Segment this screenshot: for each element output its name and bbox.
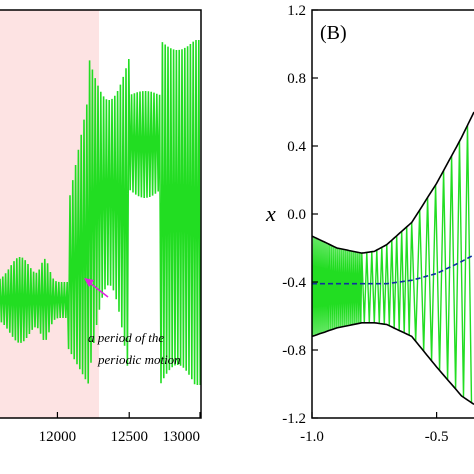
panel-b-label: (B) <box>320 22 347 44</box>
annotation-arrowhead <box>84 278 94 287</box>
x-tick-label: 12000 <box>39 429 77 445</box>
x-tick-label: 13000 <box>163 429 201 445</box>
series-b-envelopes <box>312 111 474 406</box>
x-tick-label: -0.5 <box>425 429 449 445</box>
panel-b-y-axis-label: x <box>265 201 276 226</box>
panel-b: 1.2 0.8 0.4 0.0 -0.4 -0.8 -1.2 -1.0 -0.5 (B) x <box>265 3 474 445</box>
panel-a: 12000 12500 13000 a period of the periodic… <box>0 9 202 445</box>
upper-envelope-line <box>312 111 474 254</box>
annotation-line-1: a period of the <box>88 330 164 345</box>
y-tick-label: 1.2 <box>287 3 306 19</box>
y-tick-label: -0.8 <box>282 343 306 359</box>
panel-b-frame <box>311 9 474 419</box>
y-tick-label: 0.4 <box>287 139 306 155</box>
series-b-oscillation <box>312 125 473 403</box>
y-tick-label: -0.4 <box>282 275 306 291</box>
annotation: a period of the periodic motion <box>84 278 181 367</box>
series-a-signal <box>0 39 201 386</box>
signal-trace <box>0 39 201 386</box>
x-tick-label: -1.0 <box>300 429 324 445</box>
oscillation-trace <box>312 125 473 403</box>
y-tick-label: 0.8 <box>287 71 306 87</box>
panel-a-frame <box>0 9 202 419</box>
mean-line <box>312 254 474 285</box>
panel-a-x-ticks: 12000 12500 13000 <box>39 412 201 445</box>
y-tick-label: -1.2 <box>282 411 306 427</box>
panel-b-x-ticks: -1.0 -0.5 <box>300 412 448 445</box>
y-tick-label: 0.0 <box>287 207 306 223</box>
annotation-line-2: periodic motion <box>97 352 181 367</box>
panel-b-y-ticks: 1.2 0.8 0.4 0.0 -0.4 -0.8 -1.2 <box>282 3 318 427</box>
x-tick-label: 12500 <box>110 429 148 445</box>
lower-envelope-line <box>312 322 474 406</box>
